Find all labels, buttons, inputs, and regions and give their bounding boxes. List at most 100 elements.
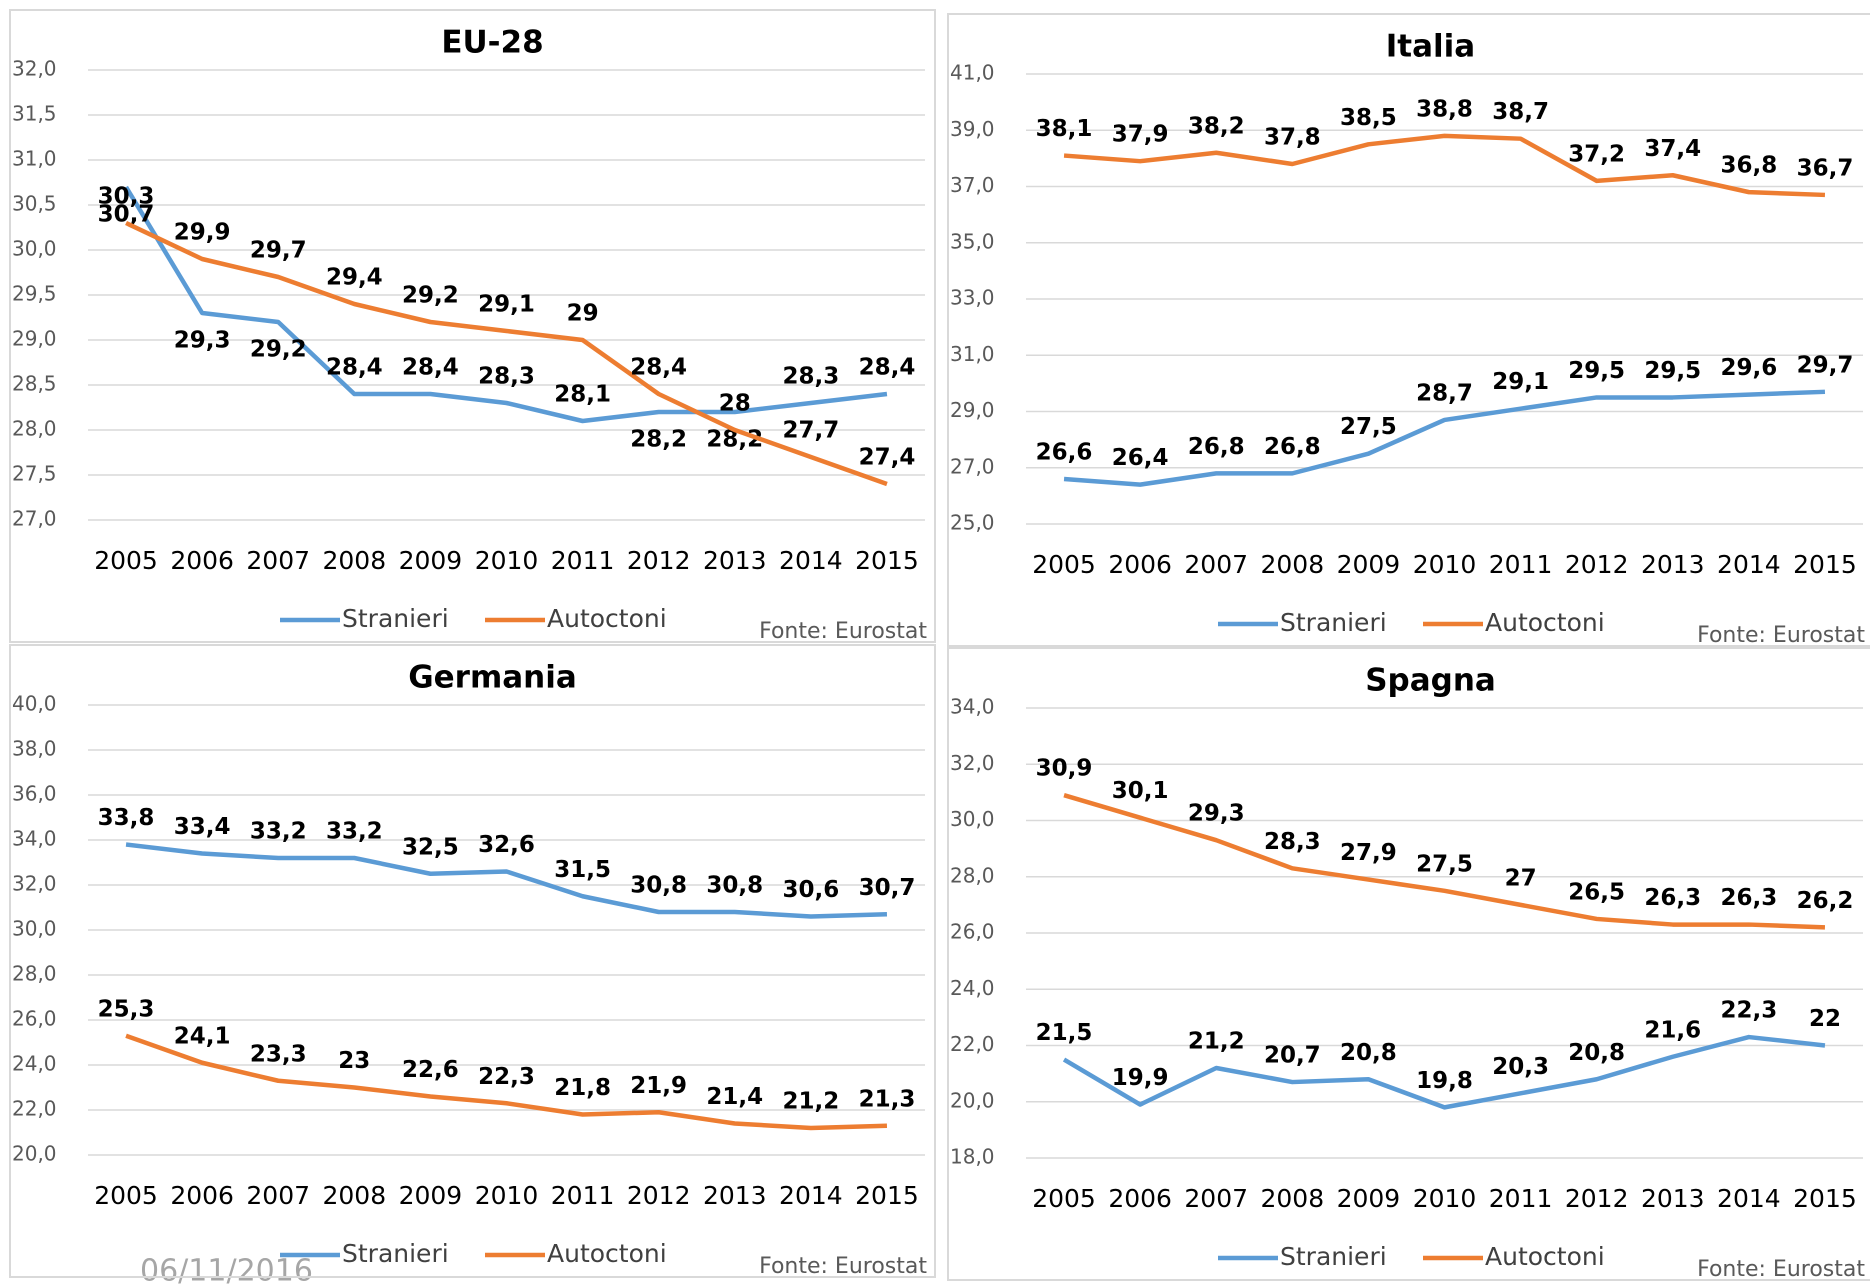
y-tick-label: 30,5 xyxy=(12,192,57,216)
x-tick-label: 2008 xyxy=(323,546,387,575)
x-tick-label: 2011 xyxy=(551,1181,615,1210)
data-label: 30,1 xyxy=(1112,778,1169,804)
data-label: 31,5 xyxy=(554,857,611,883)
y-tick-label: 30,0 xyxy=(950,807,995,831)
x-tick-label: 2015 xyxy=(1793,1184,1857,1213)
data-label: 30,9 xyxy=(1036,756,1093,782)
data-label: 29,4 xyxy=(326,265,383,291)
panel-border xyxy=(947,13,1870,647)
data-label: 29,2 xyxy=(250,337,307,363)
legend-label: Stranieri xyxy=(1280,1242,1387,1271)
data-label: 29,5 xyxy=(1644,358,1701,384)
y-tick-label: 35,0 xyxy=(950,229,995,253)
chart-panel: Italia 25,0 27,0 29,0 31,0 33,0 35,0 37,0 39,0 41… xyxy=(947,13,1870,648)
data-label: 29,9 xyxy=(174,220,231,246)
y-tick-label: 36,0 xyxy=(12,782,57,806)
data-label: 26,2 xyxy=(1797,888,1854,914)
x-tick-label: 2013 xyxy=(1641,1184,1705,1213)
x-tick-label: 2013 xyxy=(703,546,767,575)
data-label: 27 xyxy=(1505,865,1537,891)
y-tick-label: 18,0 xyxy=(950,1145,995,1169)
data-label: 38,5 xyxy=(1340,105,1397,131)
x-tick-label: 2006 xyxy=(1108,1184,1172,1213)
data-label: 21,6 xyxy=(1644,1017,1701,1043)
x-tick-label: 2011 xyxy=(551,546,615,575)
data-label: 30,6 xyxy=(782,877,839,903)
data-label: 37,9 xyxy=(1112,122,1169,148)
x-tick-label: 2014 xyxy=(1717,550,1781,579)
y-tick-label: 20,0 xyxy=(950,1088,995,1112)
chart-panel: Spagna 18,0 20,0 22,0 24,0 26,0 28,0 30,0 32,0 34… xyxy=(947,647,1870,1282)
line-series xyxy=(1063,133,1826,198)
data-label: 26,8 xyxy=(1264,434,1321,460)
legend-label: Autoctoni xyxy=(1485,1242,1605,1271)
data-label: 30,8 xyxy=(706,873,763,899)
legend-label: Stranieri xyxy=(342,604,449,633)
data-label: 38,7 xyxy=(1492,99,1549,125)
data-label: 21,5 xyxy=(1036,1020,1093,1046)
data-label: 33,8 xyxy=(98,805,155,831)
y-tick-label: 26,0 xyxy=(950,920,995,944)
x-tick-label: 2010 xyxy=(475,546,539,575)
y-tick-label: 28,0 xyxy=(950,863,995,887)
source-note: Fonte: Eurostat xyxy=(759,1254,927,1279)
data-label: 30,7 xyxy=(859,875,916,901)
x-tick-label: 2015 xyxy=(855,546,919,575)
data-label: 28,4 xyxy=(859,355,916,381)
y-tick-label: 22,0 xyxy=(12,1097,57,1121)
y-tick-label: 39,0 xyxy=(950,117,995,141)
source-note: Fonte: Eurostat xyxy=(1697,1257,1865,1282)
data-label: 33,2 xyxy=(250,819,307,845)
x-tick-label: 2006 xyxy=(1108,550,1172,579)
data-label: 29,2 xyxy=(402,283,459,309)
x-tick-label: 2014 xyxy=(1717,1184,1781,1213)
y-tick-label: 24,0 xyxy=(12,1052,57,1076)
data-label: 28,3 xyxy=(1264,829,1321,855)
legend-label: Autoctoni xyxy=(547,604,667,633)
data-label: 29,6 xyxy=(1720,355,1777,381)
data-label: 28,1 xyxy=(554,382,611,408)
data-label: 27,9 xyxy=(1340,840,1397,866)
chart-panel: EU-28 27,0 27,5 28,0 28,5 29,0 29,5 30,0 30,5 31,… xyxy=(9,9,936,644)
data-label: 21,9 xyxy=(630,1073,687,1099)
data-label: 22 xyxy=(1809,1006,1841,1032)
data-label: 21,4 xyxy=(706,1084,763,1110)
y-tick-label: 33,0 xyxy=(950,286,995,310)
data-label: 28,2 xyxy=(630,427,687,453)
chart-title: Spagna xyxy=(1365,663,1496,699)
line-series xyxy=(125,220,888,487)
data-label: 32,5 xyxy=(402,834,459,860)
y-tick-label: 22,0 xyxy=(950,1032,995,1056)
y-tick-label: 31,0 xyxy=(950,342,995,366)
y-tick-label: 32,0 xyxy=(12,872,57,896)
data-label: 30,8 xyxy=(630,873,687,899)
data-label: 26,8 xyxy=(1188,434,1245,460)
y-tick-label: 38,0 xyxy=(12,737,57,761)
data-label: 20,8 xyxy=(1340,1040,1397,1066)
data-label: 24,1 xyxy=(174,1023,231,1049)
line-series xyxy=(125,842,888,919)
source-note: Fonte: Eurostat xyxy=(1697,623,1865,648)
line-series xyxy=(1063,389,1826,487)
y-tick-label: 25,0 xyxy=(950,511,995,535)
panel-border xyxy=(9,9,936,643)
data-label: 36,8 xyxy=(1720,153,1777,179)
data-label: 28,4 xyxy=(326,355,383,381)
data-label: 32,6 xyxy=(478,832,535,858)
x-tick-label: 2014 xyxy=(779,1181,843,1210)
y-tick-label: 28,0 xyxy=(12,417,57,441)
chart-panel: Germania 20,0 22,0 24,0 26,0 28,0 30,0 32,0 34,0… xyxy=(9,644,936,1279)
date: 06/11/2016 xyxy=(140,1254,313,1287)
x-tick-label: 2012 xyxy=(1565,550,1629,579)
x-tick-label: 2012 xyxy=(627,1181,691,1210)
y-tick-label: 37,0 xyxy=(950,173,995,197)
data-label: 22,3 xyxy=(1720,998,1777,1024)
x-tick-label: 2008 xyxy=(1261,550,1325,579)
data-label: 29,7 xyxy=(250,238,307,264)
line-series xyxy=(124,185,888,424)
data-label: 33,2 xyxy=(326,819,383,845)
data-label: 22,3 xyxy=(478,1064,535,1090)
y-tick-label: 29,5 xyxy=(12,282,57,306)
x-tick-label: 2014 xyxy=(779,546,843,575)
